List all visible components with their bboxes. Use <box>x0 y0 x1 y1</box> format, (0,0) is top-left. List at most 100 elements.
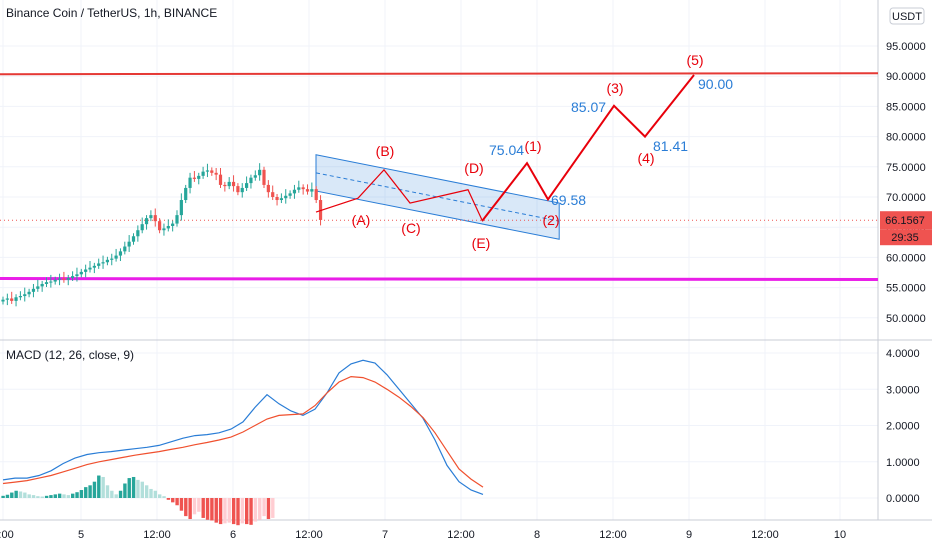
candle-body <box>110 258 114 260</box>
histogram-bar <box>49 495 53 498</box>
histogram-bar <box>53 494 57 498</box>
candle-body <box>5 298 9 300</box>
candle-body <box>62 278 66 280</box>
candle-body <box>292 189 297 194</box>
histogram-bar <box>240 498 245 524</box>
candle-body <box>14 297 18 301</box>
target-price-label-0: 75.04 <box>489 142 524 158</box>
wave-label-0: (A) <box>352 212 371 228</box>
candle-body <box>140 224 144 231</box>
time-tick-label: 12:00 <box>599 529 627 541</box>
wave-label-6: (2) <box>542 212 559 228</box>
candle-body <box>144 218 149 225</box>
candle-body <box>75 274 79 277</box>
wave-label-4: (E) <box>472 235 491 251</box>
histogram-bar <box>1 495 5 498</box>
histogram-bar <box>158 494 162 498</box>
histogram-bar <box>249 498 253 525</box>
histogram-bar <box>18 491 23 498</box>
histogram-bar <box>62 494 66 498</box>
histogram-bar <box>144 485 149 498</box>
time-tick-label: 8 <box>534 529 540 541</box>
candle-body <box>40 283 44 287</box>
candle-body <box>184 187 188 201</box>
candle-body <box>149 215 153 219</box>
histogram-bar <box>253 498 258 522</box>
candle-body <box>153 215 157 222</box>
candle-body <box>131 236 136 242</box>
histogram-bar <box>214 498 218 523</box>
price-tick-label: 90.0000 <box>886 71 926 83</box>
histogram-bar <box>23 492 27 498</box>
histogram-bar <box>92 481 97 498</box>
price-tick-label: 50.0000 <box>886 313 926 325</box>
candle-body <box>188 177 192 188</box>
candle-body <box>53 279 57 282</box>
time-tick-label: 9 <box>686 529 692 541</box>
histogram-bar <box>205 498 210 520</box>
candle-body <box>114 255 118 259</box>
target-price-label-4: 90.00 <box>698 76 733 92</box>
histogram-bar <box>57 493 62 498</box>
currency-label: USDT <box>892 11 922 23</box>
histogram-bar <box>5 494 10 498</box>
histogram-bar <box>110 490 114 498</box>
target-price-label-3: 81.41 <box>653 138 688 154</box>
candle-body <box>245 183 249 188</box>
histogram-bar <box>88 485 92 498</box>
candle-body <box>31 288 36 292</box>
wave-label-2: (C) <box>401 220 420 236</box>
chart-title: Binance Coin / TetherUS, 1h, BINANCE <box>6 6 218 20</box>
candle-body <box>201 171 205 176</box>
histogram-bar <box>266 498 271 520</box>
time-tick-label: 10 <box>834 529 846 541</box>
candle-body <box>66 277 70 280</box>
price-tick-label: 75.0000 <box>886 162 926 174</box>
candle-body <box>84 269 88 272</box>
histogram-bar <box>162 496 166 498</box>
candle-body <box>171 223 175 226</box>
macd-tick-label: 1.0000 <box>886 457 920 469</box>
candle-body <box>162 228 166 231</box>
candle-body <box>288 193 292 196</box>
candle-body <box>240 187 244 193</box>
candle-body <box>57 278 62 280</box>
time-tick-label: 7 <box>382 529 388 541</box>
candle-body <box>79 271 83 275</box>
candle-body <box>44 282 49 284</box>
price-tick-label: 60.0000 <box>886 252 926 264</box>
candle-body <box>136 230 140 237</box>
wave-label-9: (5) <box>686 52 703 68</box>
histogram-bar <box>105 485 110 498</box>
candle-body <box>49 281 53 283</box>
time-tick-label: 12:00 <box>751 529 779 541</box>
macd-tick-label: 2.0000 <box>886 421 920 433</box>
candle-body <box>118 251 123 256</box>
histogram-bar <box>258 498 262 520</box>
histogram-bar <box>171 498 175 503</box>
candle-body <box>27 291 31 295</box>
histogram-bar <box>227 498 231 523</box>
candle-body <box>266 184 270 193</box>
channel-midline <box>315 172 560 222</box>
histogram-bar <box>66 495 71 498</box>
candle-body <box>214 172 218 175</box>
macd-tick-label: 0.0000 <box>886 493 920 505</box>
histogram-bar <box>179 498 184 511</box>
candle-body <box>262 169 266 185</box>
candle-body <box>227 181 231 187</box>
candle-body <box>205 170 210 172</box>
price-tick-label: 70.0000 <box>886 192 926 204</box>
histogram-bar <box>118 490 123 498</box>
histogram-bar <box>31 495 36 498</box>
histogram-bar <box>245 498 249 525</box>
histogram-bar <box>184 498 188 517</box>
histogram-bar <box>188 498 192 520</box>
support-line <box>0 277 879 282</box>
histogram-bar <box>236 498 240 526</box>
price-tick-label: 95.0000 <box>886 41 926 53</box>
macd-tick-label: 3.0000 <box>886 384 920 396</box>
last-price-value: 66.1567 <box>885 215 925 227</box>
histogram-bar <box>40 496 44 498</box>
